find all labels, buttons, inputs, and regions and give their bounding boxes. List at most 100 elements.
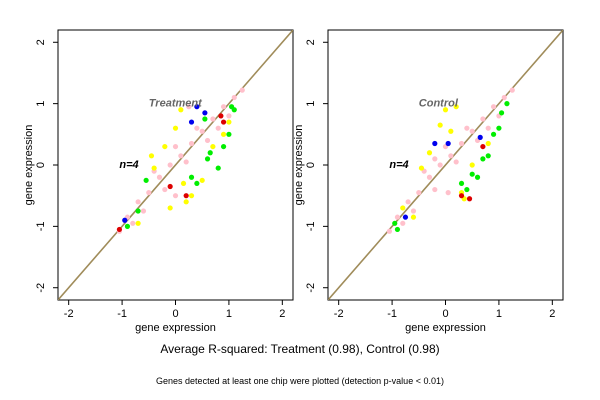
- data-point-pink: [509, 87, 515, 93]
- data-point-yellow: [400, 205, 406, 211]
- data-point-pink: [178, 153, 184, 159]
- x-axis-label: gene expression: [135, 322, 216, 334]
- data-point-yellow: [410, 214, 417, 220]
- data-point-pink: [432, 156, 438, 162]
- data-point-green: [458, 180, 465, 187]
- data-point-pink: [448, 153, 454, 159]
- data-point-blue: [202, 110, 208, 116]
- data-point-green: [480, 156, 486, 162]
- data-point-blue: [402, 214, 409, 220]
- data-point-pink: [220, 104, 227, 110]
- data-point-pink: [464, 125, 470, 131]
- x-tick-label: 1: [496, 308, 502, 320]
- data-point-pink: [162, 186, 168, 193]
- y-tick-label: 2: [35, 39, 47, 45]
- y-tick-label: 0: [305, 162, 317, 168]
- data-point-pink: [186, 104, 192, 110]
- data-point-red: [466, 196, 473, 202]
- y-tick-label: -2: [305, 283, 317, 293]
- data-point-yellow: [183, 199, 189, 205]
- data-point-pink: [199, 128, 205, 134]
- x-tick-label: -1: [387, 308, 397, 320]
- data-point-pink: [226, 113, 232, 119]
- data-point-green: [194, 180, 200, 187]
- x-tick-label: 0: [172, 308, 178, 320]
- data-point-pink: [156, 174, 163, 180]
- data-point-pink: [239, 87, 245, 93]
- data-point-yellow: [151, 165, 157, 171]
- data-point-pink: [231, 94, 237, 101]
- data-point-red: [218, 113, 224, 119]
- data-point-green: [188, 174, 195, 180]
- data-point-pink: [405, 199, 411, 205]
- data-point-pink: [215, 125, 221, 131]
- data-point-pink: [458, 140, 465, 147]
- data-point-pink: [485, 125, 491, 131]
- data-point-green: [392, 220, 398, 226]
- data-point-yellow: [188, 193, 195, 199]
- data-point-yellow: [426, 150, 433, 156]
- data-point-green: [207, 150, 213, 156]
- y-tick-label: 1: [35, 101, 47, 107]
- data-point-green: [485, 153, 491, 159]
- data-point-pink: [453, 159, 459, 165]
- panel-title: Control: [419, 98, 459, 110]
- data-point-pink: [140, 208, 147, 214]
- data-point-pink: [194, 125, 200, 131]
- data-point-pink: [394, 214, 401, 220]
- data-point-pink: [146, 190, 152, 196]
- data-point-pink: [386, 228, 393, 234]
- x-tick-label: 1: [226, 308, 232, 320]
- data-point-yellow: [178, 107, 184, 113]
- data-point-pink: [400, 220, 406, 226]
- y-axis-label: gene expression: [23, 125, 35, 206]
- data-point-pink: [172, 193, 179, 199]
- data-point-pink: [167, 162, 173, 168]
- data-point-yellow: [226, 119, 232, 125]
- x-axis-label: gene expression: [405, 322, 486, 334]
- data-point-pink: [432, 186, 438, 193]
- data-point-pink: [210, 116, 216, 122]
- sample-count-label: n=4: [119, 159, 138, 171]
- data-point-yellow: [135, 220, 141, 226]
- data-point-pink: [437, 162, 443, 168]
- data-point-green: [469, 171, 475, 177]
- data-point-pink: [501, 94, 507, 101]
- data-point-green: [220, 143, 227, 150]
- data-point-green: [215, 165, 221, 171]
- data-point-yellow: [167, 205, 173, 211]
- data-point-red: [220, 119, 227, 125]
- data-point-yellow: [210, 143, 216, 150]
- data-point-green: [124, 223, 131, 229]
- data-point-red: [458, 193, 465, 199]
- x-tick-label: 0: [442, 308, 448, 320]
- data-point-blue: [194, 104, 200, 110]
- y-tick-label: 1: [305, 101, 317, 107]
- data-point-yellow: [469, 162, 475, 168]
- data-point-blue: [122, 217, 128, 223]
- panel-title: Treatment: [149, 98, 203, 110]
- data-point-pink: [469, 128, 475, 134]
- data-point-yellow: [437, 122, 443, 128]
- data-point-blue: [432, 140, 438, 147]
- figure-note: Genes detected at least one chip were pl…: [156, 376, 444, 386]
- data-point-pink: [172, 143, 179, 150]
- data-point-green: [226, 131, 232, 137]
- data-point-yellow: [418, 165, 425, 171]
- scatter-panel-2: -2 -1 0 1 2 -2 -1 0 1 2 gene expression gene expres…: [293, 29, 564, 334]
- scatter-panel-1: -2 -1 0 1 2 -2 -1 0 1 2 gene expression gene expres…: [23, 29, 294, 334]
- data-point-yellow: [442, 107, 449, 113]
- y-tick-label: -1: [35, 221, 47, 231]
- data-point-yellow: [199, 177, 205, 183]
- data-point-blue: [445, 140, 451, 147]
- data-point-green: [143, 177, 149, 183]
- data-point-green: [498, 110, 505, 116]
- plot-area: [328, 30, 563, 300]
- reference-line: [58, 30, 293, 300]
- data-point-pink: [416, 190, 422, 196]
- data-point-yellow: [172, 125, 179, 131]
- data-point-pink: [410, 208, 417, 214]
- data-point-yellow: [220, 131, 227, 137]
- data-point-yellow: [453, 104, 459, 110]
- reference-line: [328, 30, 563, 300]
